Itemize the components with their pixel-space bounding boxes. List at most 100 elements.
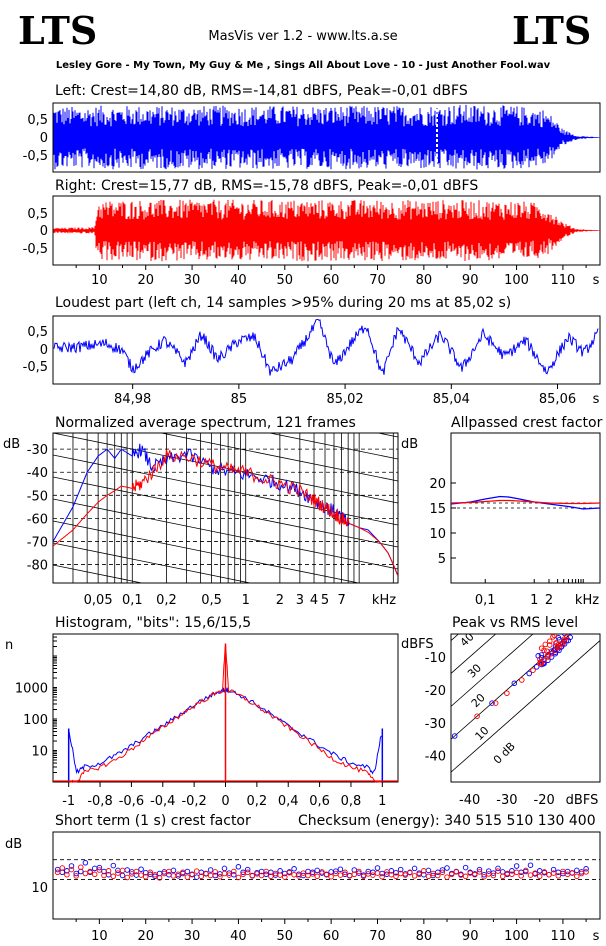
shortterm-point-right <box>166 868 172 875</box>
shortterm-point-right <box>532 870 538 876</box>
shortterm-point-right <box>59 865 66 871</box>
shortterm-point-right <box>129 871 135 877</box>
spectrum-x-tick: 0,1 <box>122 593 143 608</box>
peakrms-point-left <box>533 664 540 670</box>
shortterm-x-tick: 30 <box>184 929 201 944</box>
shortterm-point-right <box>115 870 121 876</box>
waveform-trace <box>53 104 599 170</box>
shortterm-point-right <box>119 867 126 874</box>
loudest-tick-label: 85 <box>231 392 248 407</box>
shortterm-point-right <box>472 871 478 878</box>
allpass-y-tick: 5 <box>438 552 446 567</box>
shortterm-point-right <box>527 872 534 878</box>
peakrms-point-right <box>551 634 558 639</box>
shortterm-point-right <box>235 874 242 881</box>
spectrum-x-tick: 0,2 <box>156 593 177 608</box>
shortterm-point-right <box>258 872 265 879</box>
loudest-tick-label: 85,06 <box>539 392 576 407</box>
histogram-x-tick: 0,8 <box>341 794 362 809</box>
time-tick-label: 100 <box>504 273 529 288</box>
peakrms-x-unit: dBFS <box>566 793 599 808</box>
shortterm-point-right <box>78 864 84 870</box>
shortterm-point-right <box>397 870 404 877</box>
peakrms-title: Peak vs RMS level <box>452 615 578 631</box>
histogram-ylabel: n <box>5 638 13 653</box>
spectrum-y-tick: -30 <box>27 443 48 458</box>
shortterm-point-right <box>156 875 163 881</box>
shortterm-point-right <box>370 872 376 878</box>
allpass-x-tick: 1 <box>530 593 538 608</box>
shortterm-point-right <box>388 871 395 878</box>
shortterm-point-left <box>527 862 534 868</box>
shortterm-point-right <box>138 872 144 878</box>
shortterm-point-right <box>184 874 191 880</box>
shortterm-point-right <box>333 870 339 877</box>
spectrum-x-tick: 3 <box>296 593 304 608</box>
peakrms-point-right <box>544 648 550 654</box>
peakrms-point-left <box>511 680 518 687</box>
histogram-x-tick: 0,6 <box>309 794 330 809</box>
shortterm-point-left <box>513 863 520 869</box>
peakrms-point-right <box>546 642 553 648</box>
shortterm-point-right <box>231 868 237 875</box>
shortterm-point-left <box>333 868 339 874</box>
left-y-tick-0: 0 <box>40 131 48 146</box>
shortterm-point-right <box>272 870 279 877</box>
shortterm-point-left <box>119 872 126 879</box>
shortterm-point-right <box>193 868 200 874</box>
histogram-x-tick: 0 <box>221 794 229 809</box>
shortterm-point-right <box>546 871 552 878</box>
histogram-x-tick: -0,6 <box>119 794 144 809</box>
shortterm-point-right <box>189 871 195 878</box>
shortterm-point-right <box>54 869 61 876</box>
spectrum-ylabel: dB <box>3 437 20 452</box>
shortterm-point-right <box>175 871 181 878</box>
shortterm-point-right <box>161 870 168 877</box>
shortterm-frame <box>52 831 601 920</box>
shortterm-point-left <box>411 865 418 872</box>
shortterm-point-right <box>453 869 460 875</box>
loudest-unit-label: s <box>593 392 600 407</box>
shortterm-x-tick: 60 <box>323 929 340 944</box>
shortterm-point-right <box>444 874 450 880</box>
shortterm-point-right <box>346 873 353 879</box>
spectrum-y-tick: -40 <box>27 466 48 481</box>
right-waveform <box>53 199 600 262</box>
shortterm-point-right <box>518 873 524 879</box>
loudest-part-frame <box>52 315 601 385</box>
shortterm-point-right <box>277 872 283 878</box>
histogram-y-tick: 1000 <box>15 682 48 697</box>
allpass-x-tick: 0,1 <box>475 593 496 608</box>
loudest-y-tick-0.5: 0,5 <box>27 325 48 340</box>
peakrms-point-left <box>451 733 458 739</box>
shortterm-point-right <box>91 871 98 878</box>
shortterm-point-right <box>574 873 580 880</box>
spectrum-x-tick: 0,5 <box>201 593 222 608</box>
right-y-tick-0.5: 0,5 <box>27 207 48 222</box>
shortterm-point-left <box>444 865 450 871</box>
shortterm-point-right <box>96 867 103 873</box>
shortterm-point-right <box>203 871 209 877</box>
shortterm-x-tick: 10 <box>91 929 108 944</box>
shortterm-x-tick: 100 <box>504 929 529 944</box>
shortterm-point-left <box>462 864 469 871</box>
left-waveform <box>53 104 600 170</box>
shortterm-point-right <box>425 873 432 880</box>
shortterm-point-right <box>133 868 140 875</box>
histogram-y-tick: 100 <box>23 713 48 728</box>
shortterm-point-right <box>342 869 348 876</box>
shortterm-point-right <box>124 874 130 881</box>
peakrms-frame <box>450 633 601 783</box>
peakrms-point-left <box>540 660 547 667</box>
shortterm-point-right <box>435 872 441 879</box>
spectrum-plot: -30 -40 -50 -60 -70 -80 0,05 0,1 0,2 0,5 1 2 3 4 5 7 kHz <box>27 433 398 608</box>
shortterm-point-right <box>360 873 367 880</box>
shortterm-point-right <box>323 871 330 878</box>
shortterm-point-right <box>268 873 274 880</box>
shortterm-point-right <box>560 868 566 875</box>
allpass-series-right <box>450 499 601 505</box>
shortterm-point-right <box>254 871 260 877</box>
loudest-part-waveform <box>53 319 599 376</box>
shortterm-point-left <box>221 865 228 872</box>
